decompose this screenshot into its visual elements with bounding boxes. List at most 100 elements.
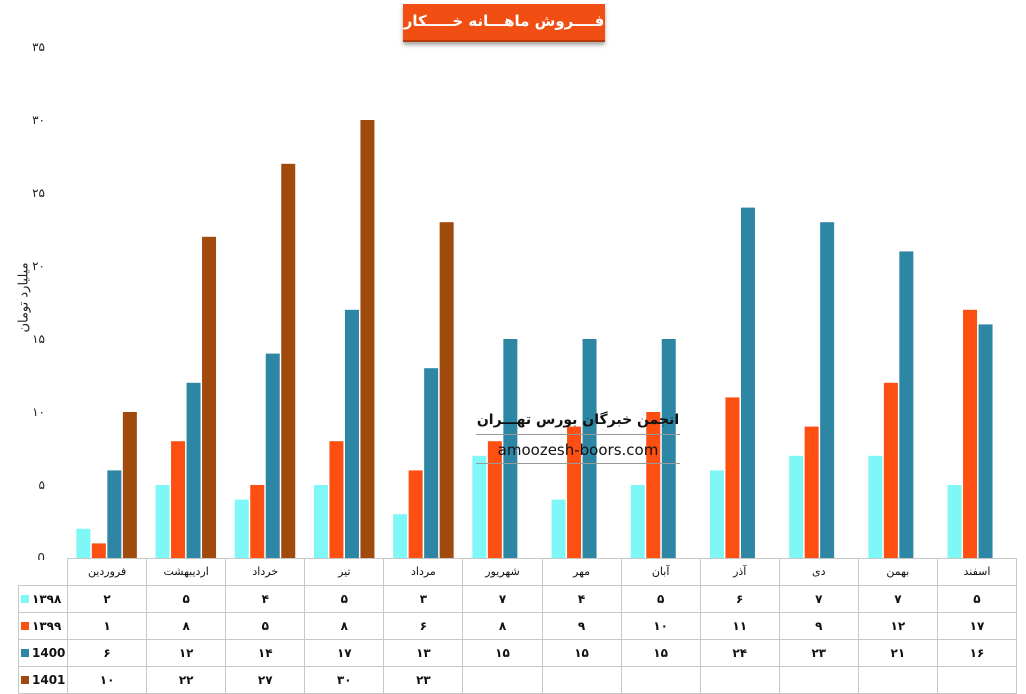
data-label: ۱۵ <box>541 638 622 667</box>
bar <box>329 441 344 558</box>
x-tick-label: دی <box>778 558 859 586</box>
data-table: فروردین اردیبهشت خرداد تیر مرداد شهریور مهر آبا… <box>17 558 1018 694</box>
bar <box>393 514 408 558</box>
legend-label: 1400 <box>32 645 66 660</box>
data-label: ۱۷ <box>304 638 385 667</box>
bar <box>281 163 296 559</box>
data-label: ۲۴ <box>699 638 780 667</box>
bar <box>963 309 978 558</box>
x-tick-label: آبان <box>620 558 701 586</box>
data-label: ۱۷ <box>936 611 1018 640</box>
bar <box>234 499 249 558</box>
bar <box>582 339 597 558</box>
y-tick-label: ۲۰ <box>32 259 45 273</box>
data-label: ۱۲ <box>146 638 227 667</box>
x-tick-label: مرداد <box>383 558 464 586</box>
data-label: ۳ <box>383 584 464 613</box>
x-tick-label: بهمن <box>857 558 938 586</box>
data-label: ۱ <box>67 611 148 640</box>
x-tick-label: فروردین <box>67 558 148 586</box>
bar <box>107 470 122 558</box>
data-label: ۲ <box>67 584 148 613</box>
data-label <box>541 665 622 694</box>
data-label <box>699 665 780 694</box>
bar <box>202 236 217 559</box>
data-label: ۹ <box>778 611 859 640</box>
data-label: ۷ <box>462 584 543 613</box>
x-tick-label: مهر <box>541 558 622 586</box>
x-tick-label: شهریور <box>462 558 543 586</box>
bar <box>661 339 676 558</box>
data-label <box>462 665 543 694</box>
watermark-url: amoozesh-boors.com <box>476 435 680 464</box>
bar <box>947 485 962 558</box>
bar <box>424 368 439 558</box>
data-label: ۱۵ <box>462 638 543 667</box>
y-tick-label: ۵ <box>39 478 45 492</box>
data-label: ۹ <box>541 611 622 640</box>
bar <box>186 382 201 558</box>
table-corner <box>18 558 69 586</box>
data-label: ۵ <box>620 584 701 613</box>
data-label: ۱۴ <box>225 638 306 667</box>
chart-title: فــــروش ماهـــانه خـــــکار <box>403 12 605 30</box>
bar <box>472 455 487 558</box>
x-tick-label: خرداد <box>225 558 306 586</box>
y-tick-label: ۲۵ <box>32 186 45 200</box>
data-label: ۴ <box>225 584 306 613</box>
bar <box>344 309 359 558</box>
data-label: ۵ <box>225 611 306 640</box>
bar <box>250 485 265 558</box>
x-tick-label: اردیبهشت <box>146 558 227 586</box>
bar <box>899 251 914 558</box>
data-label: ۶ <box>383 611 464 640</box>
data-label: ۳۰ <box>304 665 385 694</box>
bar <box>171 441 186 558</box>
data-label: ۷ <box>857 584 938 613</box>
legend-label: 1401 <box>32 672 66 687</box>
bar <box>630 485 645 558</box>
data-label: ۱۱ <box>699 611 780 640</box>
data-label: ۸ <box>462 611 543 640</box>
bar <box>439 222 454 558</box>
chart-plot: 0 ۵ ۱۰ ۱۵ ۲۰ ۲۵ ۳۰ ۳۵ <box>32 40 993 560</box>
x-tick-label: آذر <box>699 558 780 586</box>
bar <box>883 382 898 558</box>
bar <box>503 339 518 558</box>
data-label: ۲۱ <box>857 638 938 667</box>
bar <box>265 353 280 558</box>
legend-label: ۱۳۹۹ <box>32 618 62 633</box>
bar <box>804 426 819 558</box>
table-header-row: فروردین اردیبهشت خرداد تیر مرداد شهریور مهر آبا… <box>18 558 1018 586</box>
y-axis-label: میلیارد تومان <box>16 262 32 333</box>
table-row: 1400 ۶ ۱۲ ۱۴ ۱۷ ۱۳ ۱۵ ۱۵ ۱۵ ۲۴ ۲۳ ۲۱ ۱۶ <box>17 638 1018 667</box>
data-label: ۱۵ <box>620 638 701 667</box>
bar <box>313 485 328 558</box>
bar <box>646 412 661 558</box>
bar <box>789 455 804 558</box>
y-tick-label: 0 <box>37 551 45 560</box>
bar <box>740 207 755 558</box>
watermark: انجمن خبرگان بورس تهـــران amoozesh-boor… <box>476 412 680 464</box>
bar <box>868 455 883 558</box>
data-label: ۸ <box>146 611 227 640</box>
bar <box>725 397 740 558</box>
data-label: ۱۰ <box>67 665 148 694</box>
legend-entry: 1400 <box>17 638 69 667</box>
data-label: ۱۲ <box>857 611 938 640</box>
bar <box>978 324 993 558</box>
legend-entry: 1401 <box>17 665 69 694</box>
y-tick-label: ۳۰ <box>32 113 45 127</box>
data-label: ۶ <box>699 584 780 613</box>
data-label: ۲۳ <box>778 638 859 667</box>
bar <box>155 485 170 558</box>
data-label: ۷ <box>778 584 859 613</box>
data-label <box>936 665 1018 694</box>
data-label: ۸ <box>304 611 385 640</box>
data-label: ۲۲ <box>146 665 227 694</box>
x-tick-label: تیر <box>304 558 385 586</box>
legend-label: ۱۳۹۸ <box>32 591 62 606</box>
data-label: ۴ <box>541 584 622 613</box>
bar <box>360 120 375 558</box>
data-label: ۶ <box>67 638 148 667</box>
